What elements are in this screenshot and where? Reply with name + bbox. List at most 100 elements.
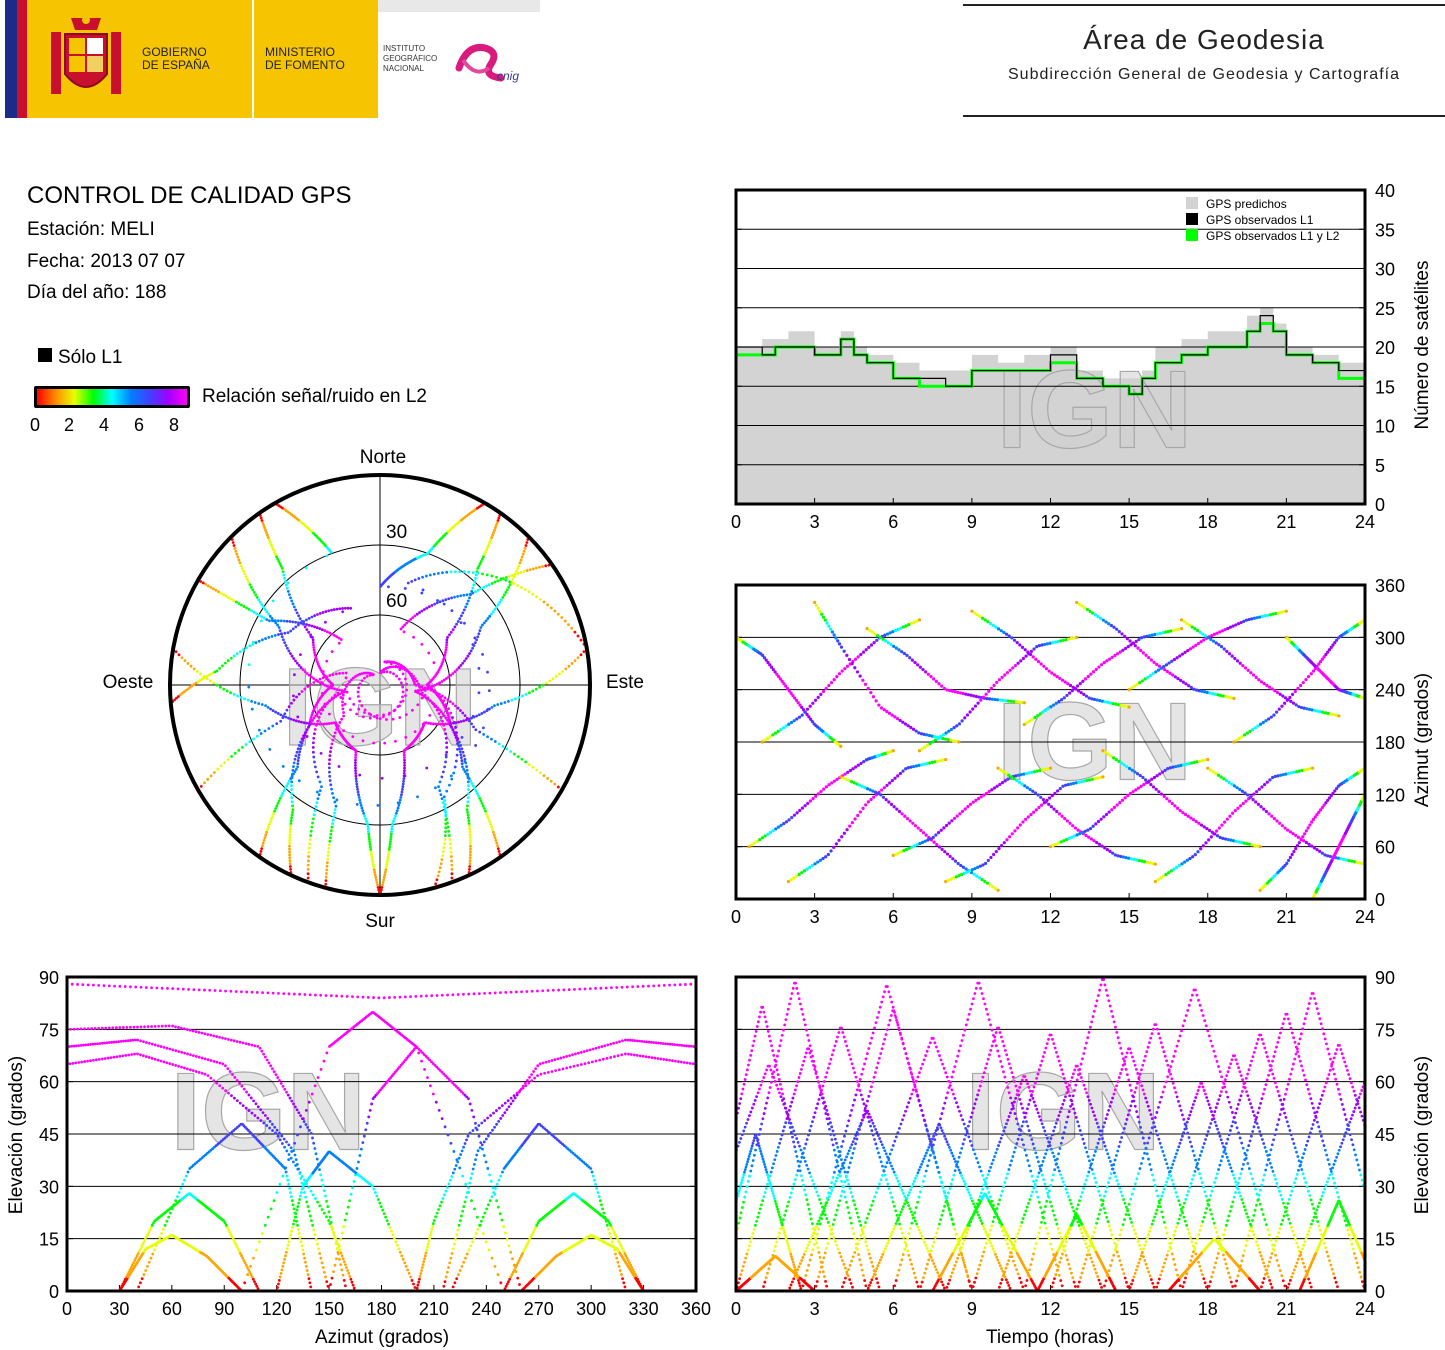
azimuth-track-point bbox=[1088, 609, 1092, 613]
azimuth-track-point bbox=[1273, 689, 1277, 693]
skyplot-track-point bbox=[542, 600, 546, 604]
azimuth-track-point bbox=[1013, 829, 1017, 833]
elevation-track-point bbox=[550, 1070, 554, 1073]
skyplot-track-point bbox=[524, 692, 528, 696]
azimuth-track-point bbox=[907, 623, 911, 627]
skyplot-track-point bbox=[440, 858, 444, 862]
azimuth-track-point bbox=[1128, 791, 1133, 796]
skyplot-track-point bbox=[441, 854, 445, 858]
skyplot-track-point bbox=[223, 761, 226, 765]
elevation-track-point bbox=[318, 1204, 322, 1208]
azimuth-track-point bbox=[1239, 804, 1243, 808]
skyplot-track-point bbox=[303, 733, 307, 737]
skyplot-track-point bbox=[312, 643, 315, 647]
elevation-track-point bbox=[137, 1249, 141, 1253]
azimuth-track-point bbox=[843, 772, 847, 776]
elevation-track-point bbox=[297, 1111, 301, 1115]
azimuth-track-point bbox=[997, 678, 1002, 682]
azimuth-track-point bbox=[816, 860, 820, 864]
azimuth-track-point bbox=[1111, 851, 1115, 855]
azimuth-track-point bbox=[855, 670, 860, 674]
skyplot-track-point bbox=[402, 771, 406, 775]
azimuth-track-point bbox=[1099, 663, 1104, 667]
azimuth-track-point bbox=[760, 740, 764, 744]
skyplot-track-point bbox=[290, 599, 294, 603]
elevation-track-point bbox=[332, 1233, 336, 1237]
elevation-track-point bbox=[588, 987, 592, 991]
skyplot-track-point bbox=[525, 541, 529, 544]
skyplot-track-point bbox=[305, 618, 308, 622]
elevation-track-point bbox=[312, 1228, 316, 1232]
azimuth-track-point bbox=[1256, 802, 1260, 806]
elevation-track-point bbox=[365, 1121, 369, 1125]
elevation-track-point bbox=[90, 1027, 94, 1030]
elevation-track-point bbox=[132, 1025, 136, 1029]
skyplot-track-point bbox=[296, 747, 300, 751]
skyplot-track-point bbox=[318, 627, 322, 631]
azimuth-track-point bbox=[1142, 635, 1146, 639]
elevation-track-point bbox=[114, 1026, 118, 1030]
skyplot-track-point bbox=[262, 524, 266, 527]
skyplot-track-point bbox=[205, 675, 208, 679]
skyplot-track-point bbox=[394, 811, 398, 815]
elevation-track-point bbox=[605, 1223, 609, 1227]
azimuth-track-point bbox=[964, 692, 968, 696]
skyplot-track-point bbox=[438, 708, 441, 712]
elevation-track-point bbox=[121, 1039, 125, 1043]
elevation-track-point bbox=[421, 1263, 425, 1267]
azimuth-track-point bbox=[1157, 664, 1161, 668]
skyplot-track-point bbox=[554, 674, 558, 678]
skyplot-track-point bbox=[313, 651, 316, 654]
elevation-track-point bbox=[626, 1038, 630, 1042]
azimuth-track-point bbox=[914, 764, 918, 768]
elevation-track-point bbox=[471, 1129, 475, 1132]
elevation-track-point bbox=[491, 1186, 495, 1190]
elevation-track-point bbox=[67, 1045, 71, 1048]
elevation-track-point bbox=[139, 1053, 142, 1057]
skyplot-track-point bbox=[211, 587, 215, 591]
elevation-track-point bbox=[194, 1030, 198, 1034]
skyplot-track-point bbox=[490, 825, 493, 829]
skyplot-track-point bbox=[232, 599, 236, 602]
elevation-track-point bbox=[197, 988, 201, 992]
azimuth-track-point bbox=[1171, 628, 1176, 632]
azimuth-track-point bbox=[1135, 772, 1140, 776]
elevation-track-point bbox=[139, 985, 143, 989]
skyplot-track-point bbox=[267, 636, 271, 639]
azimuth-track-point bbox=[1167, 871, 1171, 875]
skyplot-track-point bbox=[425, 766, 429, 770]
elevation-track-point bbox=[351, 1283, 355, 1287]
skyplot-track-point bbox=[551, 677, 555, 681]
skyplot-track-point bbox=[227, 596, 231, 600]
azimuth-track-point bbox=[1258, 845, 1262, 849]
azimuth-track-point bbox=[1063, 816, 1067, 821]
skyplot-track-point bbox=[401, 782, 405, 786]
skyplot-track-point bbox=[331, 818, 335, 822]
elevation-track-point bbox=[551, 988, 555, 992]
elevation-track-point bbox=[226, 1037, 230, 1041]
azimuth-track-point bbox=[1028, 787, 1032, 792]
skyplot-track-point bbox=[368, 840, 372, 844]
elevation-track-point bbox=[86, 1027, 90, 1031]
azimuth-track-point bbox=[1054, 842, 1058, 846]
x-tick-label: 24 bbox=[1355, 907, 1375, 927]
skyplot-track-point bbox=[311, 641, 315, 644]
azimuth-track-point bbox=[832, 678, 836, 682]
skyplot-track-point bbox=[436, 706, 440, 710]
azimuth-track-point bbox=[822, 787, 826, 791]
azimuth-track-point bbox=[797, 872, 801, 877]
elevation-track-point bbox=[166, 987, 169, 990]
elevation-track-point bbox=[620, 1273, 623, 1276]
elevation-track-point bbox=[171, 1048, 175, 1052]
elevation-track-point bbox=[525, 990, 529, 993]
elevation-track-point bbox=[247, 1042, 251, 1046]
elevation-track-point bbox=[262, 1052, 265, 1056]
skyplot-track-point bbox=[403, 774, 407, 778]
elevation-track-point bbox=[636, 985, 640, 988]
instituto-text: INSTITUTO GEOGRÁFICO NACIONAL bbox=[383, 44, 438, 73]
skyplot-track-point bbox=[330, 787, 333, 791]
azimuth-track-point bbox=[1147, 655, 1151, 660]
azimuth-track-point bbox=[839, 775, 843, 779]
skyplot-track-point bbox=[209, 672, 213, 676]
azimuth-time-ylabel: Azimut (grados) bbox=[1412, 673, 1433, 807]
